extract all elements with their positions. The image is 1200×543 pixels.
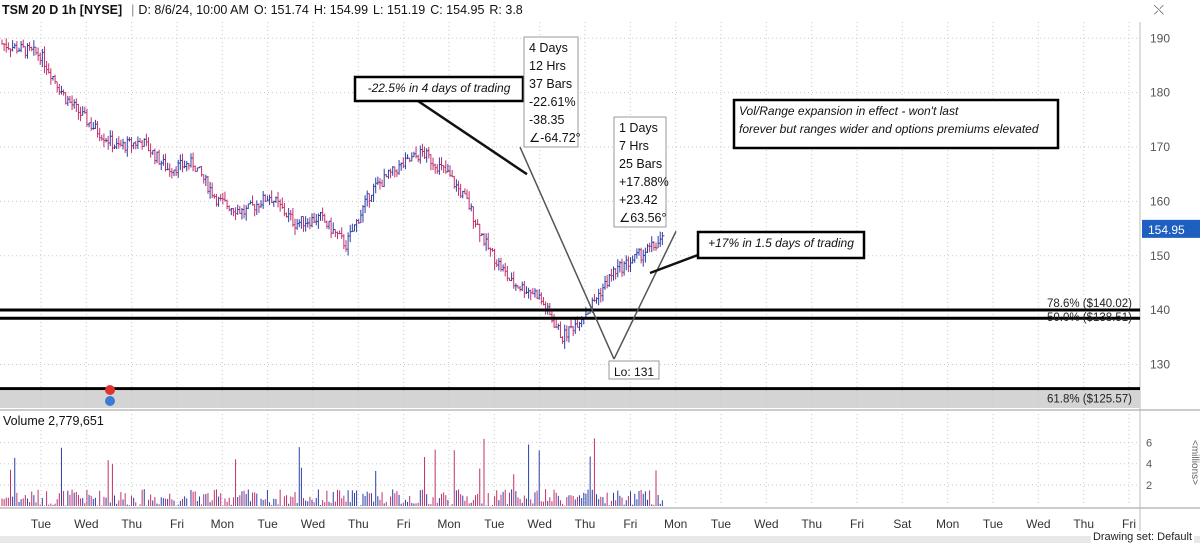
last-price-tag xyxy=(1142,219,1200,238)
candle xyxy=(111,130,115,153)
x-tick-label: Wed xyxy=(754,517,778,531)
measure-down-text: 12 Hrs xyxy=(529,59,566,73)
drop-callout-text: -22.5% in 4 days of trading xyxy=(368,81,511,95)
y-tick-label: 130 xyxy=(1150,358,1170,372)
measure-down-text: 37 Bars xyxy=(529,77,572,91)
x-tick-label: Fri xyxy=(850,517,864,531)
horizontal-scrollbar[interactable] xyxy=(0,536,1200,543)
event-marker-icon xyxy=(105,396,115,406)
measure-up-box xyxy=(613,116,667,228)
low-value: L: 151.19 xyxy=(373,3,426,17)
candle xyxy=(479,223,482,243)
trend-line-up xyxy=(613,230,677,360)
x-tick-label: Tue xyxy=(983,517,1004,531)
x-tick-label: Wed xyxy=(1026,517,1050,531)
y-tick-label: 170 xyxy=(1150,140,1170,154)
fib-level-label: 61.8% ($125.57) xyxy=(1047,394,1132,406)
volume-unit-label: <millions> xyxy=(1189,440,1200,486)
x-tick-label: Sat xyxy=(893,517,912,531)
callout-pointer xyxy=(649,253,699,275)
volrange-callout-text: Vol/Range expansion in effect - won't la… xyxy=(739,104,959,118)
symbol-label[interactable]: TSM 20 D 1h [NYSE] xyxy=(2,3,123,17)
rally-callout-box xyxy=(696,230,866,260)
chart-header: TSM 20 D 1h [NYSE] | D: 8/6/24, 10:00 AM… xyxy=(0,0,1140,20)
volrange-callout-text: forever but ranges wider and options pre… xyxy=(739,122,1039,136)
x-tick-label: Tue xyxy=(484,517,505,531)
drop-callout-box xyxy=(353,75,525,103)
x-tick-label: Mon xyxy=(437,517,460,531)
x-tick-label: Thu xyxy=(801,517,822,531)
x-tick-label: Thu xyxy=(121,517,142,531)
open-value: O: 151.74 xyxy=(253,3,309,17)
measure-up-text: 1 Days xyxy=(619,121,658,135)
x-tick-label: Fri xyxy=(397,517,411,531)
x-tick-label: Mon xyxy=(211,517,234,531)
candle xyxy=(487,232,491,250)
measure-down-box xyxy=(523,36,579,148)
drawing-set-label[interactable]: Drawing set: Default xyxy=(1090,531,1194,543)
x-tick-label: Fri xyxy=(170,517,184,531)
rally-callout-text: +17% in 1.5 days of trading xyxy=(708,236,854,250)
x-tick-label: Thu xyxy=(1073,517,1094,531)
low-label-text: Lo: 131 xyxy=(614,365,654,379)
y-tick-label: 160 xyxy=(1150,194,1170,208)
measure-down-text: -22.61% xyxy=(529,95,576,109)
header-separator: | xyxy=(131,3,135,17)
volume-tick-label: 2 xyxy=(1146,480,1152,492)
measure-up-text: +17.88% xyxy=(619,175,669,189)
x-tick-label: Mon xyxy=(936,517,959,531)
measure-down-text: ∠-64.72° xyxy=(529,131,581,145)
last-price-value: 154.95 xyxy=(1148,223,1185,237)
measure-up-text: 25 Bars xyxy=(619,157,662,171)
x-tick-label: Wed xyxy=(301,517,325,531)
candle xyxy=(247,203,251,210)
candle xyxy=(383,168,387,187)
candle xyxy=(559,321,563,339)
measure-down-text: -38.35 xyxy=(529,113,564,127)
candle xyxy=(661,231,665,245)
shaded-region xyxy=(0,390,1140,408)
candle xyxy=(196,167,200,172)
date-value: D: 8/6/24, 10:00 AM xyxy=(138,3,249,17)
x-tick-label: Tue xyxy=(711,517,732,531)
y-tick-label: 180 xyxy=(1150,86,1170,100)
crosshair-icon[interactable]: ⤬ xyxy=(1153,2,1164,17)
low-label-box xyxy=(608,360,660,380)
high-value: H: 154.99 xyxy=(313,3,369,17)
volume-tick-label: 4 xyxy=(1146,459,1152,471)
volume-tick-label: 6 xyxy=(1146,438,1152,450)
measure-up-text: ∠63.56° xyxy=(619,211,667,225)
x-tick-label: Wed xyxy=(74,517,98,531)
x-tick-label: Wed xyxy=(527,517,551,531)
x-tick-label: Tue xyxy=(31,517,52,531)
range-value: R: 3.8 xyxy=(489,3,523,17)
volrange-callout-box xyxy=(732,98,1060,150)
volume-label: Volume 2,779,651 xyxy=(0,413,107,429)
x-tick-label: Tue xyxy=(258,517,279,531)
measure-up-text: 7 Hrs xyxy=(619,139,649,153)
x-tick-label: Thu xyxy=(348,517,369,531)
candle xyxy=(16,41,19,54)
fib-level-label: 78.6% ($140.02) xyxy=(1047,298,1132,310)
trend-line-down xyxy=(519,146,615,360)
x-tick-label: Fri xyxy=(623,517,637,531)
callout-pointer xyxy=(414,97,528,176)
measure-down-text: 4 Days xyxy=(529,41,568,55)
x-tick-label: Fri xyxy=(1122,517,1136,531)
measure-up-text: +23.42 xyxy=(619,193,658,207)
y-tick-label: 140 xyxy=(1150,303,1170,317)
x-tick-label: Mon xyxy=(664,517,687,531)
x-tick-label: Thu xyxy=(575,517,596,531)
fib-level-label: 50.0% ($138.51) xyxy=(1047,312,1132,324)
candle xyxy=(568,326,571,343)
event-marker-icon xyxy=(105,385,115,395)
close-value: C: 154.95 xyxy=(430,3,485,17)
y-tick-label: 150 xyxy=(1150,249,1170,263)
y-tick-label: 190 xyxy=(1150,31,1170,45)
